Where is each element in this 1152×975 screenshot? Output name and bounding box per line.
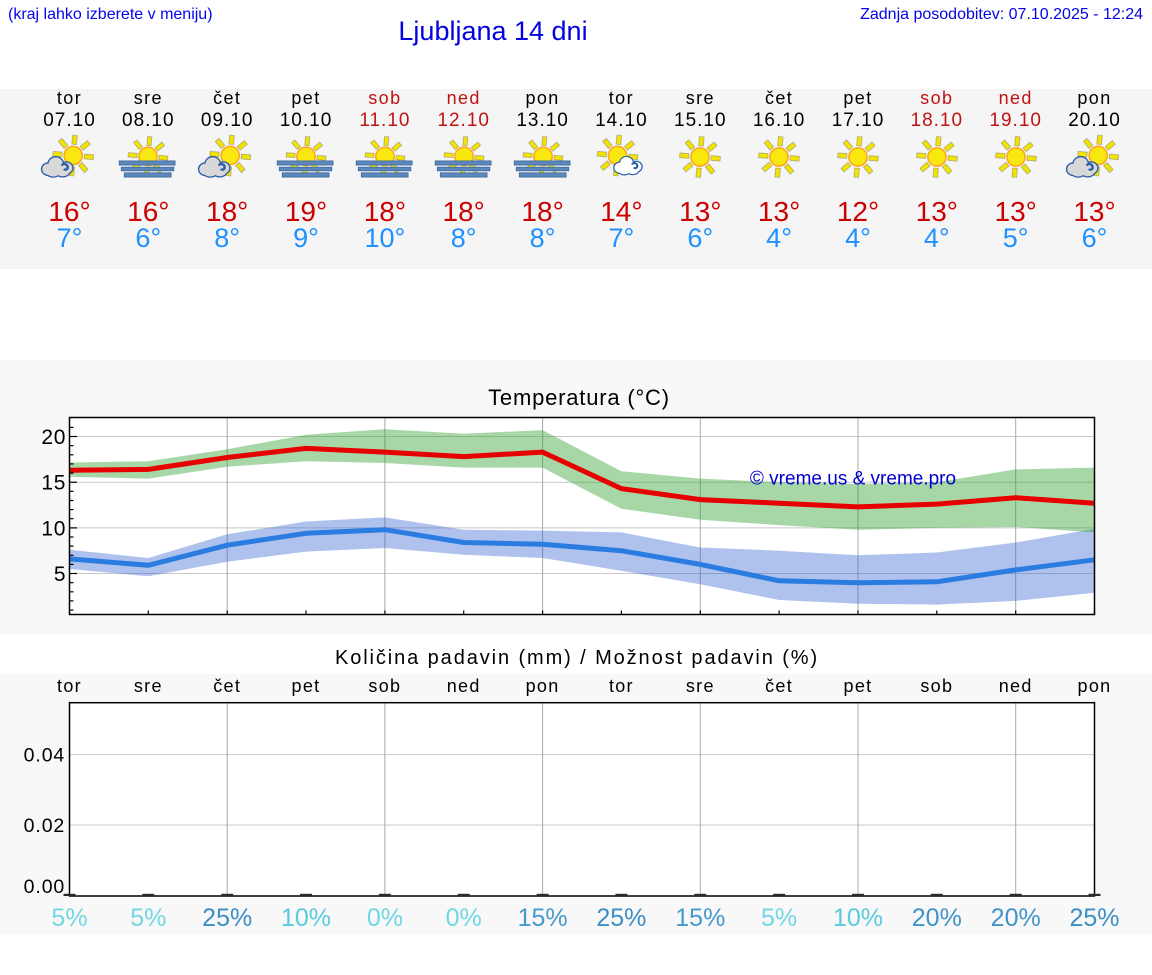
svg-text:15: 15 — [41, 472, 66, 495]
svg-text:0.02: 0.02 — [24, 815, 66, 837]
svg-text:© vreme.us & vreme.pro: © vreme.us & vreme.pro — [750, 469, 956, 490]
svg-text:10: 10 — [41, 517, 66, 540]
svg-text:20: 20 — [41, 426, 66, 449]
svg-text:5: 5 — [54, 563, 66, 586]
svg-text:0.00: 0.00 — [24, 876, 66, 898]
svg-text:0.04: 0.04 — [24, 745, 66, 767]
